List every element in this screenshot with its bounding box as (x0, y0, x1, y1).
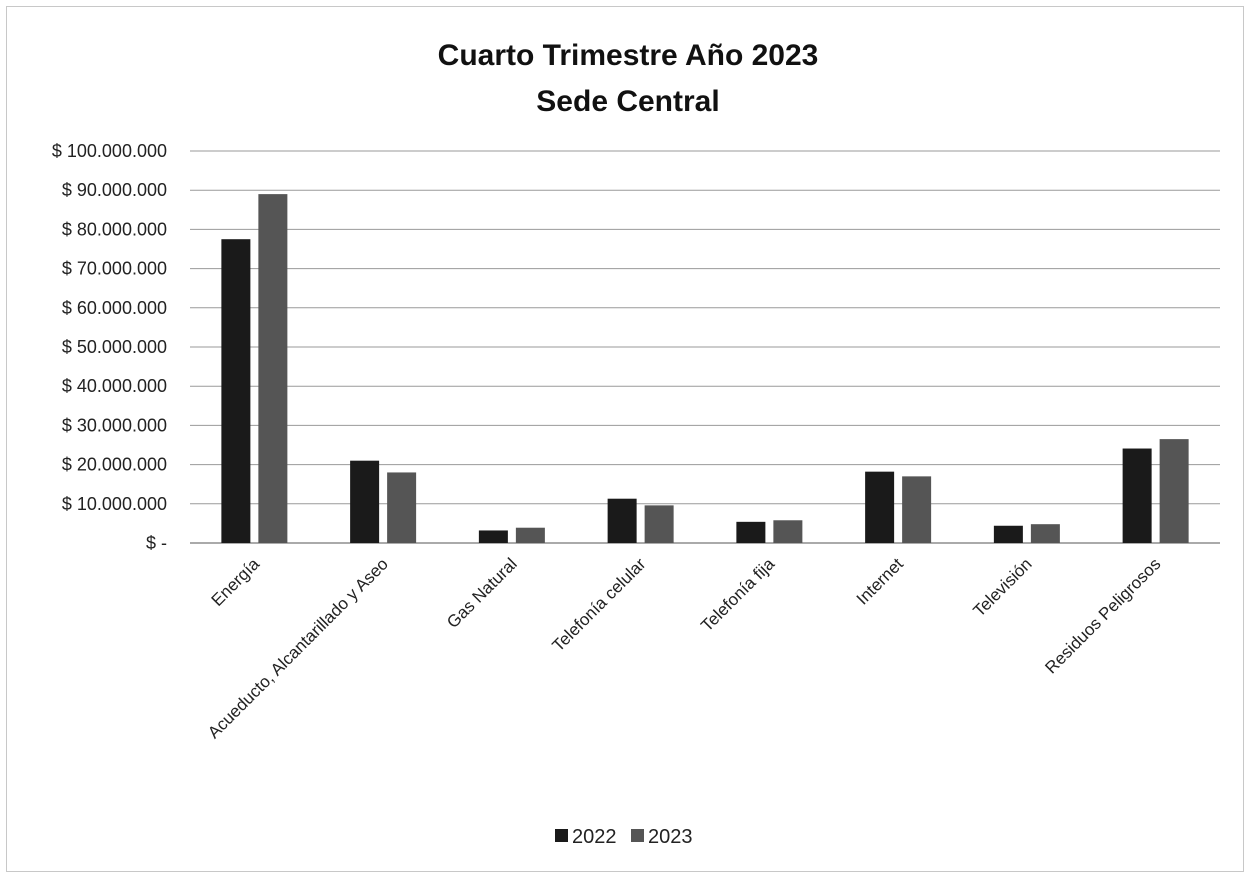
bar-2022-2 (478, 530, 508, 543)
bar-2022-1 (350, 460, 380, 543)
bar-2023-1 (387, 472, 417, 543)
chart-subtitle: Sede Central (536, 85, 719, 118)
y-tick-label: $ - (146, 533, 167, 553)
bar-2022-7 (1122, 448, 1152, 543)
bar-2022-6 (993, 525, 1023, 543)
bar-2022-5 (865, 471, 895, 543)
bar-2022-3 (607, 498, 637, 543)
x-category-label: Telefonía fija (697, 554, 778, 635)
y-tick-label: $ 40.000.000 (62, 376, 167, 396)
x-category-label: Televisión (969, 554, 1035, 620)
bar-2023-2 (515, 527, 545, 543)
y-tick-label: $ 80.000.000 (62, 219, 167, 239)
y-tick-label: $ 10.000.000 (62, 494, 167, 514)
y-tick-label: $ 30.000.000 (62, 415, 167, 435)
bar-2023-0 (258, 194, 288, 543)
bar-2023-4 (773, 520, 803, 543)
legend: 2022 2023 (555, 826, 693, 848)
y-axis: $ - $ 10.000.000 $ 20.000.000 $ 30.000.000 $… (52, 141, 1220, 553)
x-category-label: Telefonía celular (548, 554, 649, 655)
y-tick-label: $ 100.000.000 (52, 141, 167, 161)
legend-swatch-2023 (631, 829, 644, 842)
bar-2023-5 (902, 476, 932, 543)
bars (221, 194, 1189, 543)
bar-2023-7 (1159, 439, 1189, 543)
y-tick-label: $ 90.000.000 (62, 180, 167, 200)
bar-2022-0 (221, 239, 251, 543)
x-category-label: Gas Natural (443, 554, 521, 632)
y-tick-label: $ 60.000.000 (62, 298, 167, 318)
gridlines (190, 150, 1220, 505)
y-tick-label: $ 70.000.000 (62, 259, 167, 279)
bar-chart: Cuarto Trimestre Año 2023 Sede Central $… (52, 39, 1220, 848)
chart-title: Cuarto Trimestre Año 2023 (438, 39, 819, 72)
legend-label: 2023 (648, 826, 693, 848)
x-category-label: Internet (853, 554, 907, 608)
bar-2022-4 (736, 521, 766, 543)
y-tick-label: $ 20.000.000 (62, 455, 167, 475)
chart-frame: Cuarto Trimestre Año 2023 Sede Central $… (6, 6, 1244, 872)
bar-2023-3 (644, 505, 674, 543)
legend-swatch-2022 (555, 829, 568, 842)
legend-label: 2022 (572, 826, 617, 848)
x-category-label: Residuos Peligrosos (1041, 554, 1164, 677)
x-category-label: Energía (208, 554, 264, 610)
bar-2023-6 (1030, 524, 1060, 543)
y-tick-label: $ 50.000.000 (62, 337, 167, 357)
